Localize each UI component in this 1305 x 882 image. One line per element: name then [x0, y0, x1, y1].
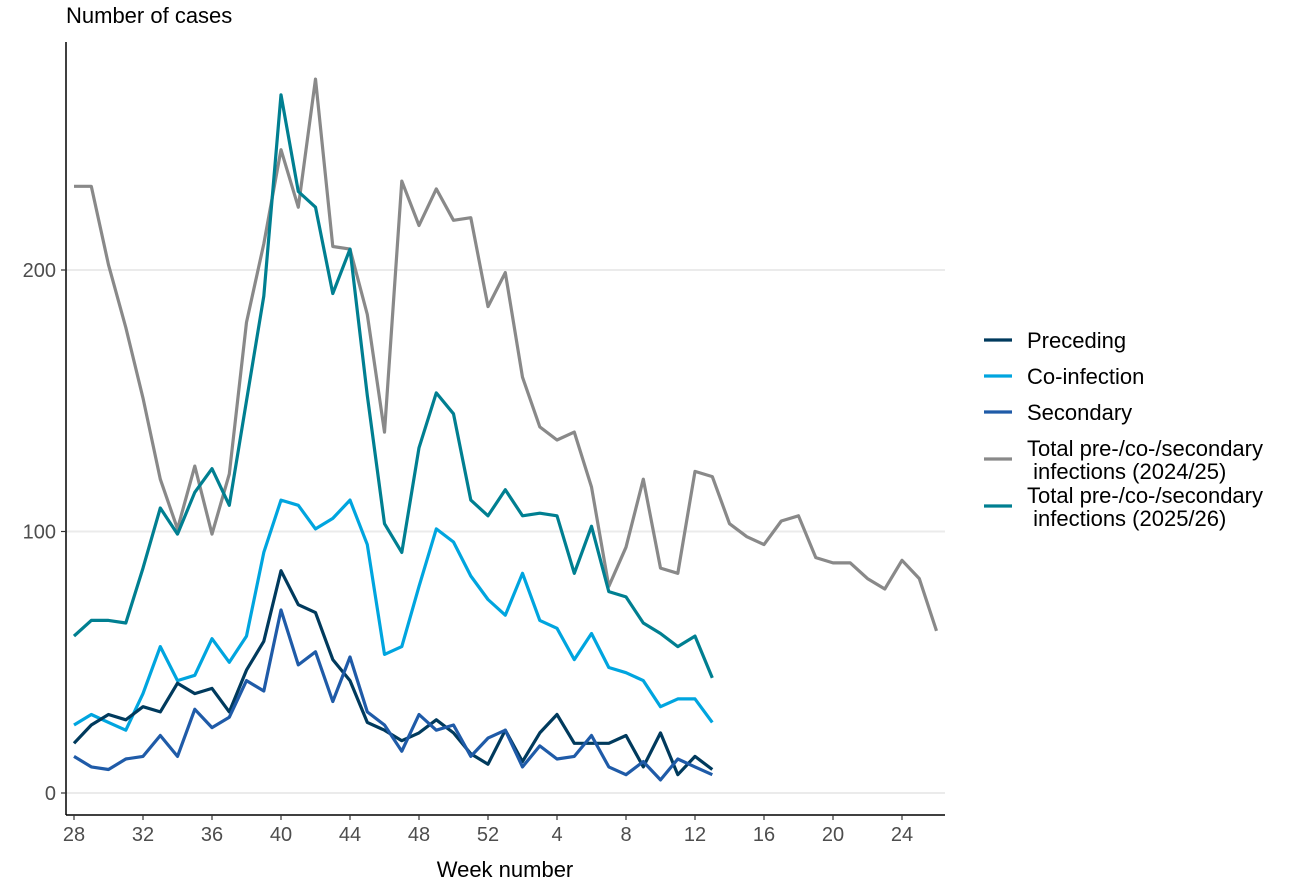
legend: Preceding Co-infection Secondary Total pre-… — [984, 328, 1263, 531]
y-tick-label-200: 200 — [23, 260, 56, 282]
x-tick-label-20: 20 — [822, 824, 844, 846]
axes — [65, 42, 945, 816]
x-tick-label-52: 52 — [477, 824, 499, 846]
series-line-co-infection — [73, 498, 714, 732]
legend-label-total-pre-co-secondary-infections-2025-26: Total pre-/co-/secondary infections (202… — [1027, 483, 1263, 531]
y-tick-label-100: 100 — [23, 522, 56, 544]
x-tick-label-48: 48 — [408, 824, 430, 846]
x-ticks: 28 32 36 40 44 48 52 4 8 12 16 20 24 — [63, 815, 913, 846]
legend-label-preceding: Preceding — [1027, 328, 1126, 353]
x-tick-label-28: 28 — [63, 824, 85, 846]
y-tick-label-0: 0 — [45, 783, 56, 805]
series-line-total-pre-co-secondary-infections-2025-26 — [72, 93, 714, 679]
x-tick-label-4: 4 — [551, 824, 562, 846]
x-axis-title: Week number — [437, 857, 574, 882]
legend-label-secondary: Secondary — [1027, 400, 1132, 425]
x-tick-label-24: 24 — [891, 824, 913, 846]
series-line-secondary — [73, 608, 713, 782]
x-tick-label-8: 8 — [620, 824, 631, 846]
series-line-preceding — [72, 569, 714, 777]
x-tick-label-36: 36 — [201, 824, 223, 846]
legend-label-total-pre-co-secondary-infections-2024-25: Total pre-/co-/secondary infections (202… — [1027, 436, 1263, 484]
x-tick-label-32: 32 — [132, 824, 154, 846]
series-line-total-pre-co-secondary-infections-2024-25 — [74, 77, 939, 632]
legend-label-co-infection: Co-infection — [1027, 364, 1144, 389]
y-axis-title: Number of cases — [66, 3, 232, 28]
x-tick-label-16: 16 — [753, 824, 775, 846]
series-lines — [72, 77, 939, 782]
x-tick-label-40: 40 — [270, 824, 292, 846]
y-ticks: 0 100 200 — [23, 260, 66, 805]
x-tick-label-12: 12 — [684, 824, 706, 846]
x-tick-label-44: 44 — [339, 824, 361, 846]
